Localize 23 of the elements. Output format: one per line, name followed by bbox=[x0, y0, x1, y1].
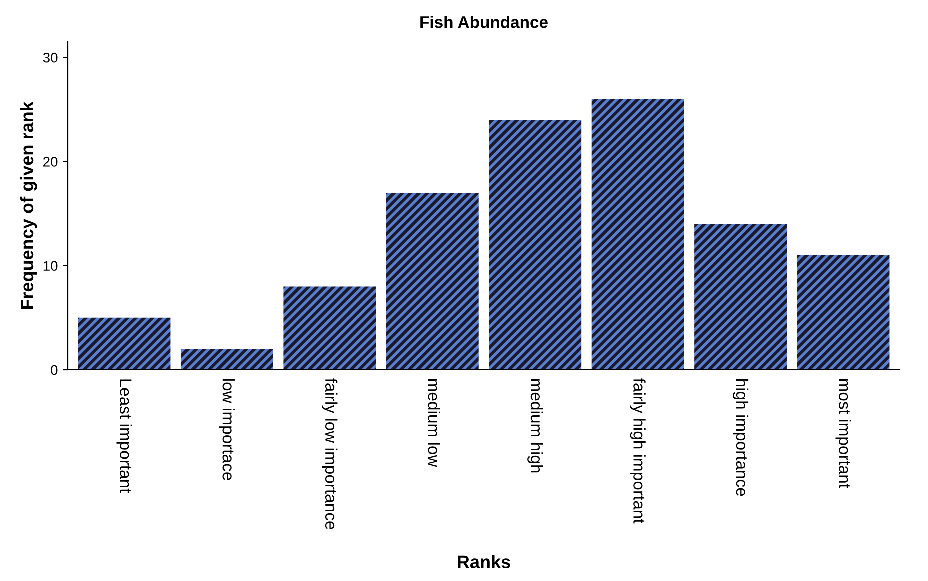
bar bbox=[592, 99, 684, 370]
x-tick-label: fairly low importance bbox=[322, 378, 338, 530]
y-tick-label: 0 bbox=[51, 365, 58, 376]
bar bbox=[180, 349, 274, 370]
x-tick-label: medium low bbox=[428, 379, 440, 468]
chart-title: Fish Abundance bbox=[420, 16, 548, 28]
x-axis-title: Ranks bbox=[458, 555, 510, 568]
y-axis-title: Frequency of given rank bbox=[20, 102, 38, 310]
bar bbox=[489, 120, 582, 370]
bar bbox=[797, 255, 890, 370]
x-tick-label: Least important bbox=[116, 380, 132, 494]
y-tick-label: 10 bbox=[44, 261, 58, 272]
y-tick-label: 20 bbox=[44, 157, 58, 167]
x-tick-label: most important bbox=[836, 379, 852, 488]
bar bbox=[284, 286, 376, 370]
x-tick-label: medium high bbox=[528, 379, 544, 473]
x-tick-label: high importance bbox=[733, 379, 749, 496]
x-tick-label: fairly high important bbox=[630, 378, 646, 524]
x-tick-label: low importace bbox=[219, 379, 235, 480]
bar bbox=[386, 192, 479, 370]
bar bbox=[694, 224, 788, 370]
y-tick-label: 30 bbox=[43, 52, 58, 63]
bar bbox=[78, 318, 171, 370]
